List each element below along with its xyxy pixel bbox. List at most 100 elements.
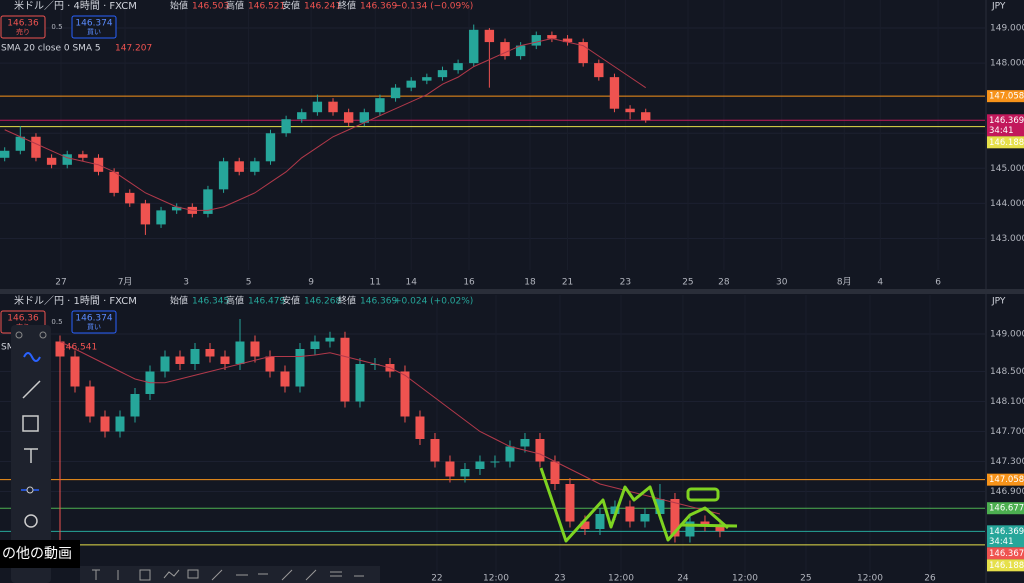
candle-body bbox=[31, 136, 41, 158]
price-label-bg bbox=[987, 90, 1024, 103]
currency: JPY bbox=[991, 297, 1006, 307]
x-tick-label: 26 bbox=[924, 574, 936, 583]
x-tick-label: 22 bbox=[431, 574, 442, 583]
stat-label: 高値 bbox=[226, 295, 244, 307]
toolbar-icons[interactable] bbox=[92, 569, 364, 581]
stat-label: 始値 bbox=[170, 0, 188, 12]
candle-body bbox=[328, 101, 338, 113]
candle-body bbox=[469, 29, 479, 64]
tool-rect[interactable] bbox=[22, 415, 39, 432]
candle-body bbox=[594, 63, 604, 78]
candle-body bbox=[359, 112, 369, 123]
candle-body bbox=[171, 206, 182, 211]
x-tick-label: 12:00 bbox=[732, 574, 758, 583]
tool-rotate[interactable] bbox=[24, 514, 38, 528]
candle-body bbox=[453, 63, 463, 71]
candle-body bbox=[343, 112, 354, 123]
video-caption-bg bbox=[0, 540, 80, 568]
candle-body bbox=[55, 341, 65, 357]
candle-body bbox=[715, 525, 725, 532]
drawing[interactable] bbox=[539, 467, 729, 543]
candle-body bbox=[297, 112, 307, 120]
candle-body bbox=[625, 108, 635, 113]
candle-body bbox=[235, 341, 245, 364]
tool-icon[interactable] bbox=[39, 331, 47, 339]
drawing[interactable] bbox=[679, 523, 738, 528]
tool-brush[interactable] bbox=[23, 352, 41, 362]
candle-body bbox=[340, 337, 350, 402]
buy-label: 買い bbox=[87, 28, 101, 36]
candle-body bbox=[640, 514, 650, 522]
spread: 0.5 bbox=[51, 318, 62, 326]
y-tick-label: 143.000 bbox=[990, 234, 1024, 244]
symbol-title: 米ドル／円 · 4時間 · FXCM bbox=[14, 0, 137, 12]
candle-body bbox=[505, 446, 515, 462]
bottom-toolbar-bg bbox=[80, 566, 380, 583]
candle-body bbox=[500, 42, 510, 57]
stat-label: 終値 bbox=[338, 295, 356, 307]
x-tick-label: 7月 bbox=[118, 277, 133, 288]
x-tick-label: 9 bbox=[308, 278, 314, 288]
candle-body bbox=[484, 29, 495, 43]
indicator-value: 146.541 bbox=[60, 343, 97, 353]
x-tick-label: 6 bbox=[935, 278, 941, 288]
price-label-bg bbox=[987, 525, 1024, 548]
candle-body bbox=[250, 161, 260, 172]
x-tick-label: 12:00 bbox=[857, 574, 883, 583]
drawing-toolbar bbox=[11, 325, 51, 583]
price-label: 147.058 bbox=[989, 475, 1024, 485]
candle-body bbox=[490, 461, 500, 463]
x-tick-label: 28 bbox=[718, 278, 730, 288]
x-tick-label: 23 bbox=[554, 574, 565, 583]
sell-button[interactable] bbox=[0, 15, 46, 39]
buy-button[interactable] bbox=[71, 15, 117, 39]
stat-label: 終値 bbox=[338, 0, 356, 12]
spread: 0.5 bbox=[51, 23, 62, 31]
candle-body bbox=[535, 439, 545, 462]
candle-body bbox=[130, 394, 140, 417]
stat-value: 146.268 bbox=[304, 297, 341, 307]
price-label: 147.058 bbox=[989, 92, 1024, 102]
panel: 149.000 148.500 148.100 147.700 147.300 146.9… bbox=[0, 295, 1024, 583]
candle-body bbox=[280, 371, 290, 387]
x-tick-label: 5 bbox=[246, 278, 252, 288]
stat-value: 146.241 bbox=[304, 2, 341, 12]
price-label: 146.369 bbox=[989, 116, 1024, 126]
candle-body bbox=[234, 161, 244, 172]
candle-body bbox=[250, 341, 260, 357]
buy-button[interactable] bbox=[71, 310, 117, 334]
candle-body bbox=[190, 349, 200, 364]
candle-body bbox=[547, 35, 557, 39]
price-label: 146.188 bbox=[989, 561, 1024, 571]
stat-value: 146.521 bbox=[248, 2, 285, 12]
symbol-title: 米ドル／円 · 1時間 · FXCM bbox=[14, 294, 137, 307]
candle-body bbox=[595, 514, 605, 529]
change: −0.134 (−0.09%) bbox=[394, 2, 473, 12]
candle-body bbox=[400, 371, 410, 417]
candle-body bbox=[46, 157, 57, 165]
stat-value: 146.345 bbox=[192, 297, 229, 307]
tool-measure[interactable] bbox=[26, 486, 34, 494]
tool-line[interactable] bbox=[22, 380, 41, 399]
x-tick-label: 21 bbox=[562, 278, 573, 288]
tool-text[interactable] bbox=[24, 448, 38, 463]
candle-body bbox=[140, 203, 151, 225]
candle-body bbox=[355, 364, 365, 402]
candle-body bbox=[70, 356, 80, 387]
candle-body bbox=[115, 416, 125, 432]
stat-value: 146.369 bbox=[360, 2, 397, 12]
y-tick-label: 147.700 bbox=[990, 427, 1024, 437]
buy-price: 146.374 bbox=[75, 314, 112, 324]
panel: 143.000144.000145.000146.000148.000149.0… bbox=[0, 0, 1024, 288]
y-tick-label: 148.500 bbox=[990, 367, 1024, 377]
candle-body bbox=[78, 154, 88, 158]
stat-value: 146.479 bbox=[248, 297, 285, 307]
change: +0.024 (+0.02%) bbox=[394, 297, 473, 307]
stat-value: 146.369 bbox=[360, 297, 397, 307]
candle-body bbox=[85, 386, 95, 417]
candle-body bbox=[655, 499, 665, 514]
drawing[interactable] bbox=[686, 487, 720, 502]
candle-body bbox=[156, 210, 166, 225]
tool-icon[interactable] bbox=[15, 331, 23, 339]
